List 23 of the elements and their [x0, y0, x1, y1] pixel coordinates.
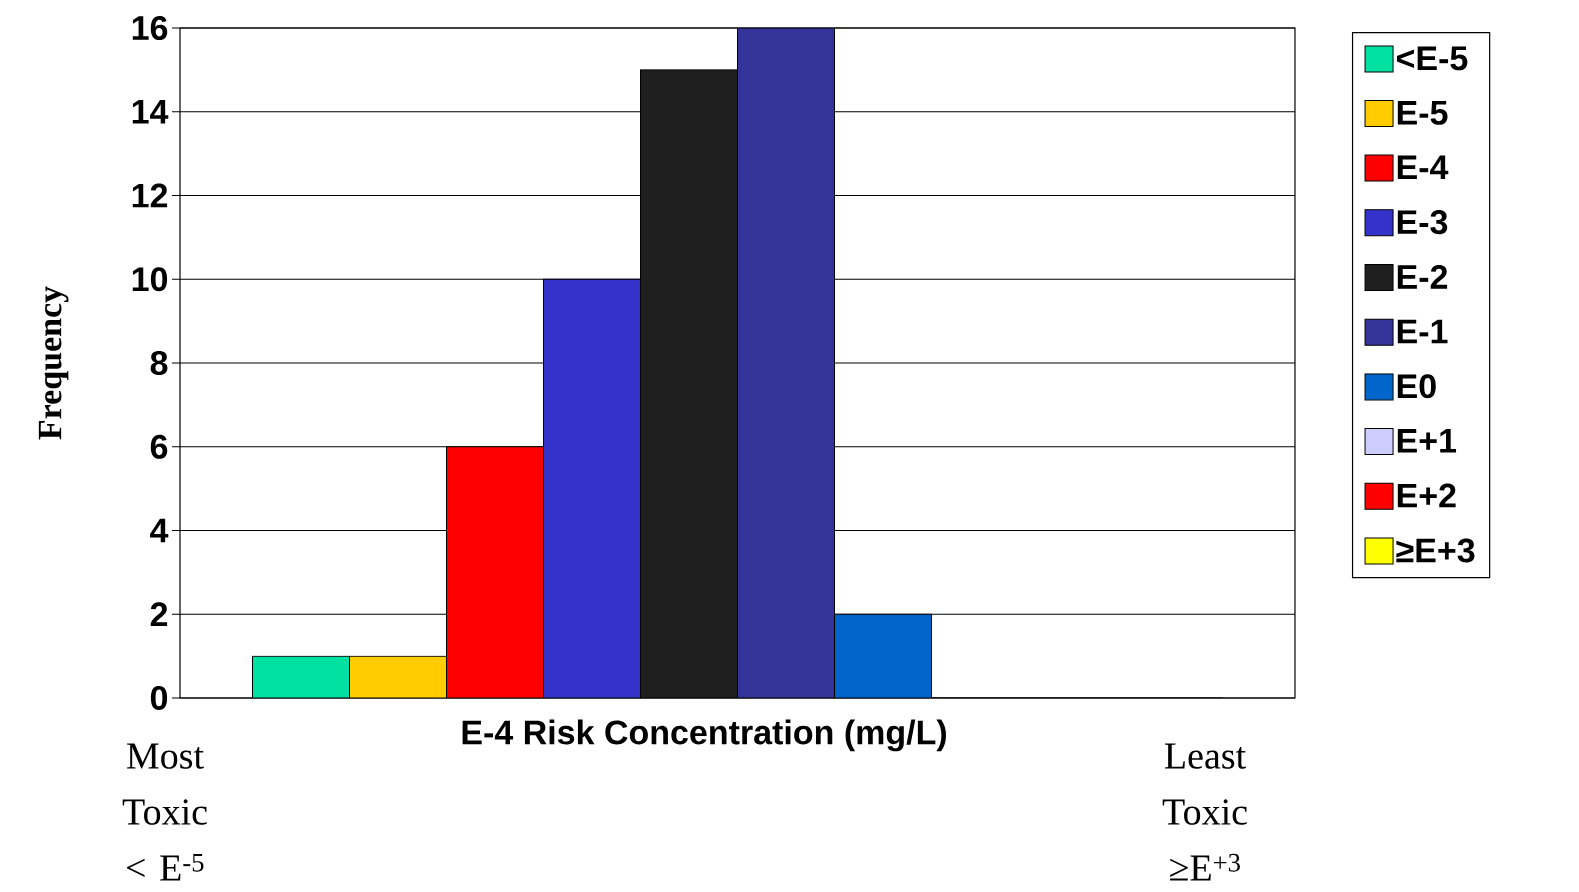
legend-label: ≥E+3	[1396, 538, 1475, 563]
y-tick-label: 12	[132, 183, 168, 208]
legend-label: E-1	[1397, 319, 1448, 344]
y-tick-label: 4	[150, 518, 169, 543]
y-tick-label: 6	[150, 434, 168, 459]
text: Least Toxic ≥E$^{+3}$	[1162, 743, 1247, 881]
x-axis-title: E-4 Risk Concentration (mg/L)	[462, 719, 947, 752]
y-tick-label: 16	[132, 15, 168, 41]
legend-label: E-3	[1397, 210, 1448, 235]
legend-label: E+2	[1397, 483, 1456, 508]
y-tick-label: 10	[132, 267, 168, 292]
legend-label: E0	[1397, 374, 1436, 399]
y-tick-label: 2	[150, 602, 168, 627]
legend-label: E+1	[1397, 429, 1457, 453]
legend-label: E-4	[1397, 155, 1449, 179]
y-tick-label: 14	[132, 100, 169, 124]
y-tick-label: 8	[150, 350, 168, 376]
y-axis-title: Frequency	[38, 286, 69, 440]
legend-label: E-5	[1397, 101, 1448, 125]
legend-label: E-2	[1397, 264, 1448, 289]
y-tick-label: 0	[150, 685, 168, 711]
legend-label: <E-5	[1396, 46, 1468, 71]
text: Most Toxic < E$^{-5}$	[122, 743, 207, 881]
